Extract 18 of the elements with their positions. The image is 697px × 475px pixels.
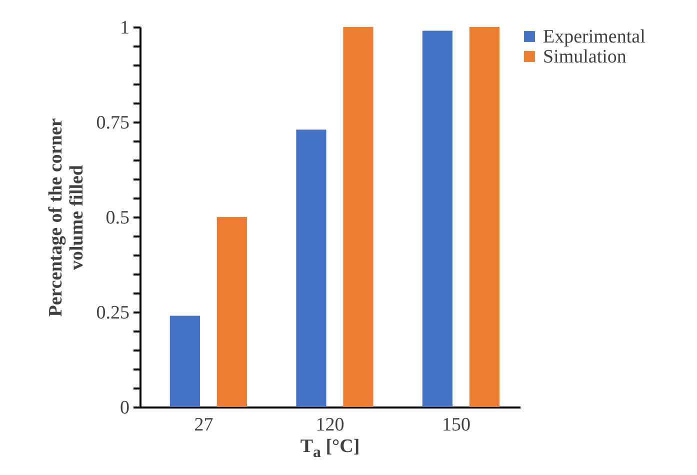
bar (170, 316, 200, 407)
x-tick-label: 27 (194, 414, 214, 436)
y-axis-title: Percentage of the corner volume filled (45, 118, 88, 317)
y-tick-label: 1 (120, 18, 130, 38)
bar (296, 130, 326, 407)
bar (216, 217, 247, 407)
y-tick-label: 0.75 (96, 112, 130, 134)
bar (422, 30, 452, 407)
y-tick-label: 0.5 (106, 208, 130, 228)
x-tick-label: 150 (442, 414, 470, 436)
x-axis-title: T$_{a}$ [°C] (299, 436, 361, 462)
legend-label: Experimental (543, 26, 646, 48)
legend-label: Simulation (543, 46, 627, 68)
y-tick-label: 0.25 (96, 302, 130, 324)
x-tick-label: 120 (316, 414, 344, 436)
bar (469, 27, 500, 407)
y-tick-label: 0 (120, 398, 130, 418)
bar (343, 27, 374, 407)
